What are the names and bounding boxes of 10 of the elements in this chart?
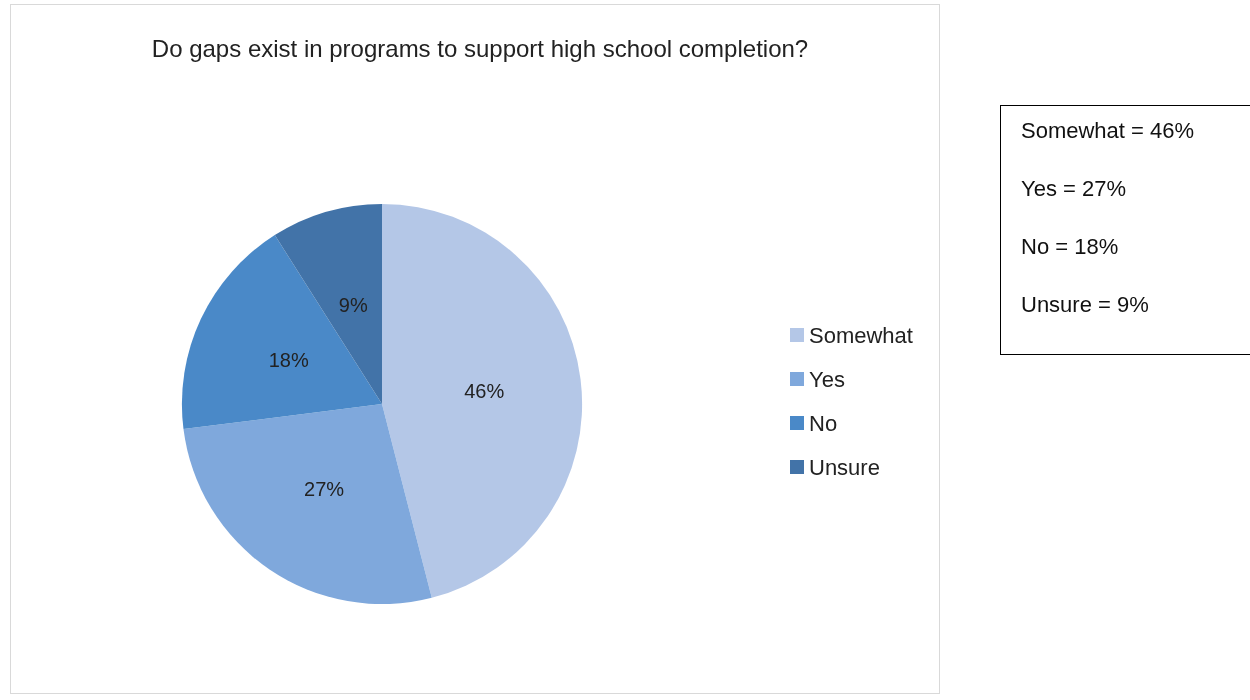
legend-label: Unsure: [809, 454, 880, 480]
data-label: 27%: [304, 478, 345, 501]
data-label: 9%: [338, 294, 368, 317]
note-box: Somewhat = 46% Yes = 27% No = 18% Unsure = 9%: [1000, 105, 1250, 355]
data-label: 46%: [464, 380, 505, 403]
chart-title: Do gaps exist in programs to support high school completion?: [151, 34, 809, 62]
data-label: 18%: [268, 349, 309, 372]
legend-label: No: [809, 410, 838, 436]
legend-label: Somewhat: [809, 322, 913, 348]
legend-label: Yes: [809, 366, 845, 392]
